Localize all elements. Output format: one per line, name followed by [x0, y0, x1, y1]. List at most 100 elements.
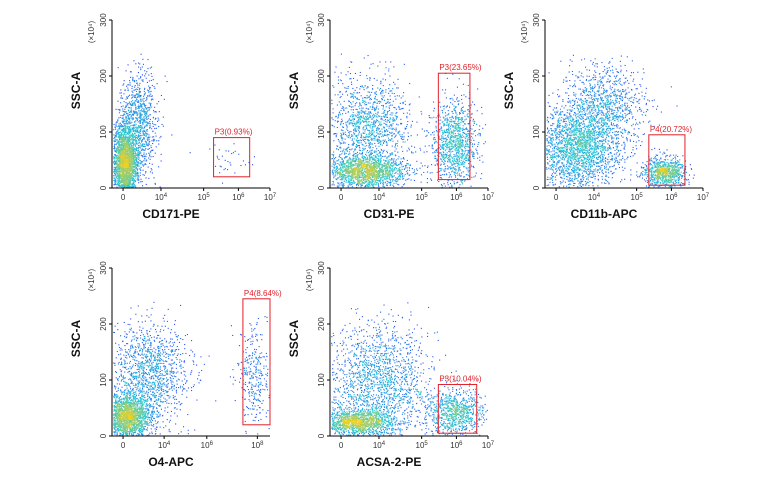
event-point — [332, 156, 334, 158]
event-point — [460, 148, 462, 150]
event-point — [123, 113, 125, 115]
event-point — [356, 151, 358, 153]
event-point — [350, 158, 352, 160]
event-point — [340, 135, 342, 137]
event-point — [369, 150, 371, 152]
event-point — [340, 80, 342, 82]
event-point — [128, 114, 130, 116]
event-point — [148, 109, 150, 111]
event-point — [136, 143, 138, 145]
event-point — [136, 75, 138, 77]
event-point — [118, 149, 120, 151]
event-point — [120, 177, 122, 179]
event-point — [445, 168, 447, 170]
event-point — [120, 156, 122, 158]
event-point — [360, 112, 362, 114]
event-point — [135, 128, 137, 130]
event-point — [344, 87, 346, 89]
event-point — [445, 89, 447, 91]
event-point — [386, 185, 388, 187]
event-point — [140, 112, 142, 114]
event-point — [133, 96, 135, 98]
event-point — [451, 186, 453, 188]
event-point — [444, 170, 446, 172]
event-point — [406, 170, 408, 172]
event-point — [461, 109, 463, 111]
event-point — [153, 138, 155, 140]
event-point — [442, 133, 444, 135]
event-point — [114, 179, 116, 181]
event-point — [453, 144, 455, 146]
event-point — [136, 127, 138, 129]
event-point — [445, 173, 447, 175]
event-point — [475, 148, 477, 150]
event-point — [129, 143, 131, 145]
event-point — [126, 132, 128, 134]
event-point — [143, 127, 145, 129]
event-point — [380, 157, 382, 159]
event-point — [126, 183, 128, 185]
event-point — [393, 106, 395, 108]
event-point — [127, 180, 129, 182]
gate-rectangle[interactable] — [213, 137, 251, 178]
event-point — [138, 126, 140, 128]
event-point — [127, 102, 129, 104]
event-point — [136, 114, 138, 116]
event-point — [348, 137, 350, 139]
event-point — [122, 129, 124, 131]
event-point — [151, 128, 153, 130]
event-point — [132, 168, 134, 170]
event-point — [120, 159, 122, 161]
event-point — [130, 178, 132, 180]
event-point — [118, 151, 120, 153]
event-point — [378, 180, 380, 182]
event-point — [238, 153, 240, 155]
event-point — [143, 174, 145, 176]
event-point — [135, 88, 137, 90]
event-point — [125, 185, 127, 187]
event-point — [160, 94, 162, 96]
event-point — [154, 182, 156, 184]
event-point — [135, 175, 137, 177]
event-point — [383, 126, 385, 128]
event-point — [452, 150, 454, 152]
event-point — [133, 155, 135, 157]
event-point — [478, 129, 480, 131]
event-point — [451, 163, 453, 165]
event-point — [373, 120, 375, 122]
event-point — [142, 123, 144, 125]
event-point — [151, 136, 153, 138]
event-point — [444, 163, 446, 165]
event-point — [131, 162, 133, 164]
event-point — [360, 142, 362, 144]
event-point — [121, 136, 123, 138]
event-point — [358, 113, 360, 115]
event-point — [227, 161, 229, 163]
event-point — [149, 105, 151, 107]
event-point — [352, 96, 354, 98]
event-point — [370, 123, 372, 125]
event-point — [130, 130, 132, 132]
event-point — [126, 144, 128, 146]
event-point — [137, 125, 139, 127]
event-point — [137, 136, 139, 138]
event-point — [467, 151, 469, 153]
event-point — [372, 105, 374, 107]
event-point — [125, 134, 127, 136]
event-point — [472, 151, 474, 153]
event-point — [339, 154, 341, 156]
event-point — [434, 151, 436, 153]
event-point — [365, 116, 367, 118]
event-point — [340, 123, 342, 125]
event-point — [124, 89, 126, 91]
event-point — [392, 88, 394, 90]
event-point — [353, 129, 355, 131]
event-point — [120, 141, 122, 143]
event-point — [119, 176, 121, 178]
event-point — [139, 159, 141, 161]
event-point — [369, 115, 371, 117]
event-point — [359, 139, 361, 141]
event-point — [120, 131, 122, 133]
event-point — [444, 140, 446, 142]
event-point — [144, 108, 146, 110]
